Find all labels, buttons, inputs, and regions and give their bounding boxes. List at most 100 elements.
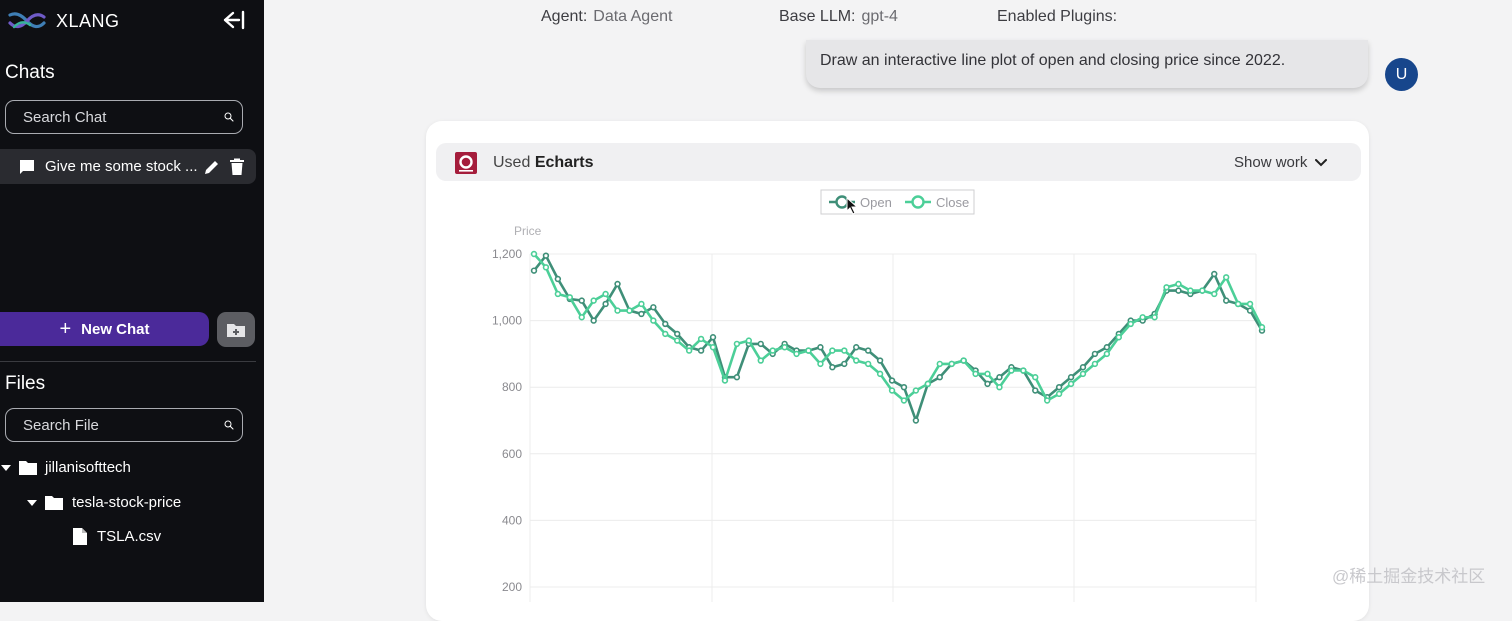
show-work-label: Show work [1234,154,1308,171]
file-search[interactable] [5,408,243,442]
caret-down-icon[interactable] [1,463,11,473]
data-point [1163,284,1170,291]
new-folder-button[interactable] [217,312,255,347]
data-point [709,344,717,351]
data-point [888,387,896,394]
caret-down-icon[interactable] [27,498,37,508]
y-tick-label: 600 [502,447,522,461]
data-point [924,380,932,388]
plugins-label: Enabled Plugins: [997,8,1118,25]
session-header: Agent: Data Agent Base LLM: gpt-4 Enabled … [264,0,1512,36]
llm-info: Base LLM: gpt-4 [779,8,898,26]
echarts-tool-icon [455,152,477,174]
show-work-toggle[interactable]: Show work [1234,154,1328,171]
data-point [662,320,669,328]
data-point [1175,287,1182,294]
sidebar: XLANG Chats Give me some stock ... + New… [0,0,264,602]
plus-icon: + [59,318,72,340]
data-point [602,290,609,298]
y-axis-label: Price [514,224,542,238]
data-point [685,347,693,354]
tree-folder-sub[interactable]: tesla-stock-price [27,494,181,511]
search-icon[interactable] [224,415,234,435]
data-point [1211,270,1218,278]
data-point [745,337,753,344]
new-chat-button[interactable]: + New Chat [0,312,209,346]
y-tick-label: 800 [502,380,522,394]
data-point [817,344,824,351]
data-point [1043,397,1051,404]
data-point [638,300,645,308]
data-point [936,374,943,381]
tool-usage-bar[interactable]: Used Echarts Show work [436,143,1361,181]
data-point [1246,300,1254,308]
data-point [912,387,920,394]
data-point [626,307,633,314]
data-point [876,370,884,378]
data-point [912,417,920,424]
data-point [1199,287,1206,294]
y-tick-label: 1,200 [492,247,522,261]
data-point [602,300,609,308]
sidebar-divider [0,361,256,362]
data-point [829,347,836,354]
search-icon[interactable] [224,107,234,127]
chevron-down-icon [1315,158,1328,166]
data-point [1032,374,1039,381]
data-point [530,250,538,258]
data-point [1234,300,1242,308]
data-point [638,310,645,318]
data-point [1222,274,1230,281]
edit-icon[interactable] [203,158,221,176]
data-point [530,267,538,274]
watermark: @稀土掘金技术社区 [1332,567,1486,586]
tool-used-name: Echarts [534,154,594,171]
data-point [1091,360,1099,368]
data-point [1055,384,1063,391]
agent-value: Data Agent [593,8,673,25]
data-point [1020,367,1027,374]
chat-search[interactable] [5,100,243,134]
data-point [697,347,705,354]
chat-bubble-icon [20,159,34,174]
data-point [1222,297,1230,304]
data-point [674,337,681,344]
data-point [709,334,717,341]
llm-value: gpt-4 [861,8,898,25]
data-point [805,347,812,354]
brand[interactable]: XLANG [8,8,120,34]
chat-list-item[interactable]: Give me some stock ... [0,149,256,184]
data-point [1079,370,1087,378]
delete-icon[interactable] [229,158,245,176]
data-point [984,370,991,378]
files-title: Files [5,373,46,394]
data-point [864,347,872,354]
data-point [614,307,621,314]
data-point [614,280,621,288]
data-point [721,377,729,384]
data-point [996,384,1003,391]
data-point [936,360,943,368]
xlang-logo-icon [8,12,46,29]
data-point [948,360,955,368]
file-search-input[interactable] [21,415,224,435]
folder-icon [45,496,63,510]
data-point [674,330,681,338]
y-tick-label: 1,000 [492,314,522,328]
chat-search-input[interactable] [21,107,224,127]
data-point [984,380,991,388]
price-line-chart[interactable]: 200 400 600 800 1,000 1,200 Price Open Close [426,121,1369,602]
data-point [900,397,908,404]
plugins-info: Enabled Plugins: [997,8,1117,26]
data-point [566,294,574,301]
tree-file[interactable]: TSLA.csv [73,528,161,545]
new-folder-icon [227,323,245,337]
legend-label: Close [936,195,969,210]
collapse-sidebar-icon[interactable] [220,9,246,31]
tree-folder-root[interactable]: jillanisofttech [1,459,131,476]
data-point [900,384,908,391]
data-point [888,377,896,384]
data-point [542,252,550,259]
data-point [876,357,884,364]
legend-label: Open [860,195,892,210]
